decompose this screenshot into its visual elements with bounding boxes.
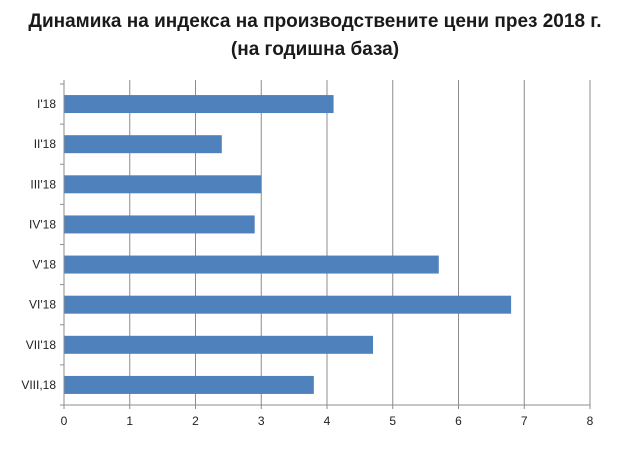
x-tick-label: 4 bbox=[324, 414, 331, 428]
x-tick-label: 8 bbox=[587, 414, 594, 428]
bar bbox=[64, 175, 262, 194]
bar bbox=[64, 95, 334, 114]
category-label: VI'18 bbox=[29, 298, 56, 312]
x-tick-label: 7 bbox=[521, 414, 528, 428]
bar bbox=[64, 295, 512, 314]
category-label: V'18 bbox=[32, 258, 56, 272]
bar bbox=[64, 135, 222, 154]
bar bbox=[64, 255, 439, 274]
bar bbox=[64, 215, 255, 234]
category-label: I'18 bbox=[37, 97, 56, 111]
x-tick-label: 0 bbox=[61, 414, 68, 428]
category-label: VII'18 bbox=[26, 338, 57, 352]
chart-title: Динамика на индекса на производствените … bbox=[28, 11, 602, 32]
x-tick-label: 6 bbox=[455, 414, 462, 428]
x-tick-label: 2 bbox=[192, 414, 199, 428]
bar bbox=[64, 375, 314, 394]
category-label: VIII,18 bbox=[21, 378, 56, 392]
x-tick-label: 5 bbox=[389, 414, 396, 428]
x-tick-label: 1 bbox=[126, 414, 133, 428]
chart-subtitle: (на годишна база) bbox=[230, 39, 400, 60]
x-tick-label: 3 bbox=[258, 414, 265, 428]
bar bbox=[64, 335, 374, 354]
category-label: IV'18 bbox=[29, 217, 56, 231]
category-label: II'18 bbox=[34, 137, 57, 151]
category-label: III'18 bbox=[30, 177, 56, 191]
